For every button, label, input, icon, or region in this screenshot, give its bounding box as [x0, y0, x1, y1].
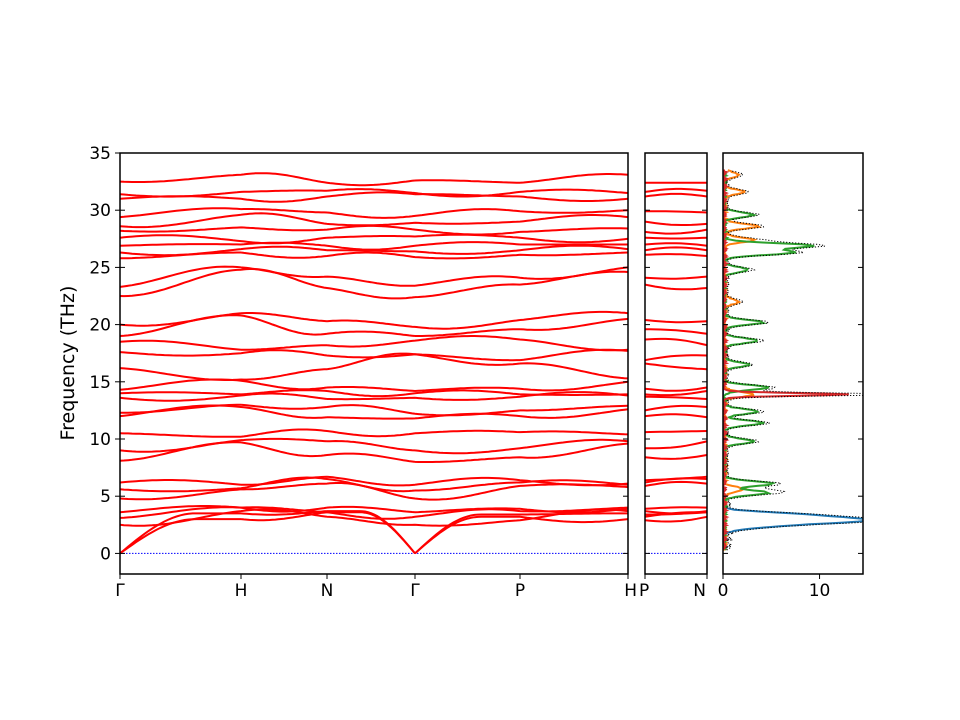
band-line — [120, 244, 628, 257]
y-tick-label: 5 — [100, 487, 111, 507]
extra-band-line — [645, 395, 707, 400]
extra-band-line — [645, 413, 707, 419]
y-tick-label: 30 — [89, 201, 111, 221]
band-line — [120, 314, 628, 337]
band-line — [120, 508, 628, 527]
dos-x-ticks: 0 10 — [718, 574, 831, 601]
extra-band-line — [645, 253, 707, 257]
extra-band-line — [645, 337, 707, 347]
extra-band-line — [645, 354, 707, 362]
band-line — [120, 188, 628, 198]
band-line — [120, 172, 628, 187]
band-line — [120, 506, 628, 520]
extra-band-curves — [645, 181, 707, 554]
band-line — [120, 510, 628, 555]
extra-band-line — [645, 390, 707, 397]
extra-band-line — [645, 430, 707, 434]
band-structure-panel: 0 5 10 15 20 25 30 35 Γ H N Γ P H Frequency (THz) — [57, 144, 637, 601]
band-line — [120, 378, 628, 392]
extra-band-line — [645, 275, 707, 280]
dos-y-ticks — [723, 152, 863, 554]
y-tick-label: 25 — [89, 258, 111, 278]
extra-band-line — [645, 506, 707, 510]
band-line — [120, 207, 628, 219]
band-line — [120, 389, 628, 398]
extra-band-line — [645, 242, 707, 247]
band-line — [120, 475, 628, 487]
extra-band-line — [645, 220, 707, 226]
extra-band-line — [645, 328, 707, 335]
band-line — [120, 476, 628, 493]
y-tick-label: 0 — [100, 544, 111, 564]
band-line — [120, 391, 628, 402]
y-tick-label: 35 — [89, 144, 111, 164]
band-line — [120, 403, 628, 417]
extra-band-line — [645, 228, 707, 235]
x-tick-label: H — [624, 581, 637, 601]
extra-band-line — [645, 246, 707, 252]
band-line — [120, 505, 628, 514]
band-line — [120, 428, 628, 438]
band-line — [120, 268, 628, 300]
band-line — [120, 404, 628, 420]
y-tick-label: 10 — [89, 430, 111, 450]
y-tick-label: 15 — [89, 373, 111, 393]
y-axis-ticks: 0 5 10 15 20 25 30 35 — [89, 144, 628, 564]
band-line — [120, 212, 628, 229]
extra-x-tick-label: P — [639, 581, 649, 601]
extra-band-line — [645, 475, 707, 482]
extra-band-line — [645, 362, 707, 371]
x-tick-label: N — [321, 581, 334, 601]
band-line — [120, 335, 628, 352]
x-tick-label: Γ — [410, 581, 420, 601]
y-axis-label: Frequency (THz) — [57, 286, 79, 441]
x-tick-label: Γ — [115, 581, 125, 601]
extra-band-frame — [644, 152, 708, 575]
dos-frame — [722, 152, 864, 575]
extra-band-line — [645, 454, 707, 460]
band-line — [120, 348, 628, 362]
extra-x-tick-label: N — [693, 581, 706, 601]
dos-x-tick-label: 0 — [718, 581, 729, 601]
extra-y-ticks — [645, 152, 707, 554]
extra-band-line — [645, 283, 707, 291]
extra-band-line — [645, 480, 707, 487]
extra-band-line — [645, 515, 707, 523]
y-tick-label: 20 — [89, 316, 111, 336]
extra-band-line — [645, 187, 707, 193]
dos-panel: 0 10 — [718, 152, 864, 601]
extra-band-line — [645, 319, 707, 324]
extra-band-line — [645, 510, 707, 515]
x-tick-label: P — [515, 581, 525, 601]
extra-band-line — [645, 386, 707, 392]
band-curves — [120, 172, 628, 555]
extra-band-line — [645, 440, 707, 450]
band-line — [120, 437, 628, 455]
x-tick-label: H — [235, 581, 248, 601]
dos-x-tick-label: 10 — [809, 581, 831, 601]
extra-band-line — [645, 192, 707, 198]
band-frame — [119, 152, 629, 575]
extra-band-line — [645, 236, 707, 240]
band-line — [120, 233, 628, 245]
extra-band-line — [645, 210, 707, 214]
band-line — [120, 265, 628, 288]
band-line — [120, 310, 628, 330]
extra-band-line — [645, 404, 707, 412]
